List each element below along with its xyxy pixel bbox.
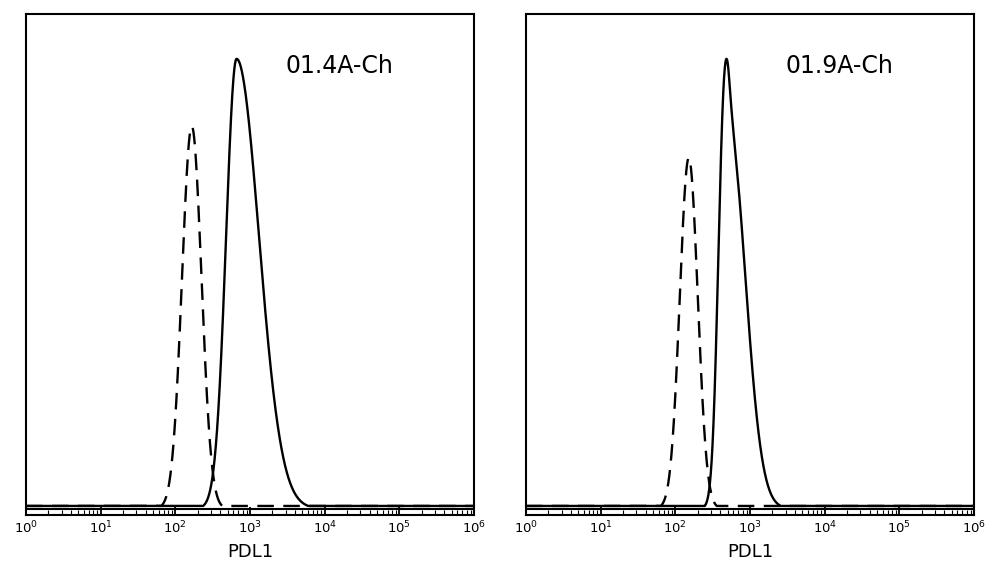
X-axis label: PDL1: PDL1 [727,543,773,561]
X-axis label: PDL1: PDL1 [227,543,273,561]
Text: 01.9A-Ch: 01.9A-Ch [786,54,894,78]
Text: 01.4A-Ch: 01.4A-Ch [286,54,394,78]
